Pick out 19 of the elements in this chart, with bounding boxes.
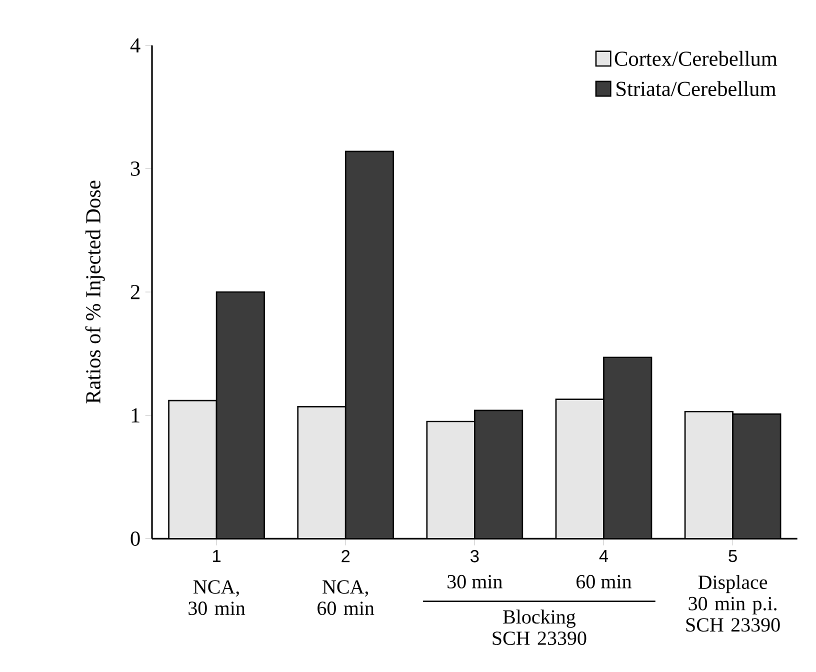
text: 30 min: [448, 574, 502, 588]
y-tick-label: 1: [132, 408, 140, 422]
text: 60 min: [576, 574, 632, 588]
legend-label: Striata/Cerebellum: [616, 81, 776, 96]
legend-label: Cortex/Cerebellum: [614, 50, 778, 66]
y-tick-label: 0: [130, 531, 140, 546]
x-tick-label: 3: [470, 550, 479, 562]
x-tick-label: 5: [728, 550, 737, 562]
y-tick-label: 2: [130, 284, 140, 300]
x-tick-label: 2: [342, 550, 350, 562]
x-tick-label: 1: [213, 550, 221, 562]
y-tick-label: 3: [130, 162, 140, 176]
y-tick-label: 4: [130, 38, 140, 52]
text: NCA, 30 min: [188, 580, 246, 616]
text: NCA, 60 min: [318, 580, 374, 616]
text: Blocking SCH 23390: [492, 610, 586, 645]
y-axis-title: Ratios of % Injected Dose: [85, 180, 105, 404]
text: Displace 30 min p.i. SCH 23390: [686, 574, 780, 632]
x-tick-label: 4: [599, 550, 608, 562]
